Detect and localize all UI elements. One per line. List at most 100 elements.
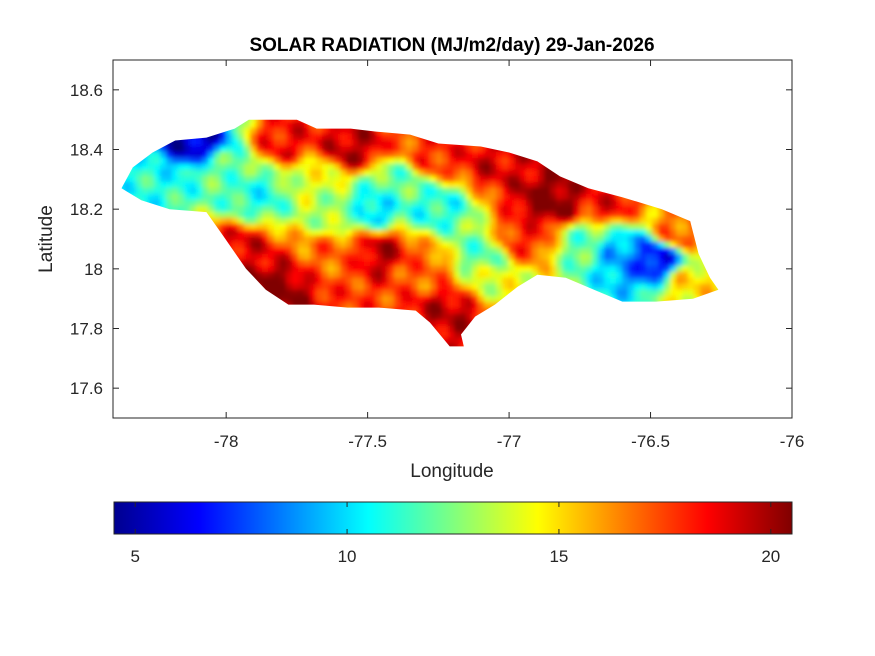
heatmap-cell bbox=[280, 271, 288, 280]
heatmap-cell bbox=[190, 139, 198, 148]
heatmap-cell bbox=[598, 241, 606, 250]
heatmap-cell bbox=[676, 277, 684, 286]
heatmap-cell bbox=[340, 175, 348, 184]
heatmap-cell bbox=[418, 211, 426, 220]
heatmap-cell bbox=[532, 199, 540, 208]
heatmap-cell bbox=[568, 205, 576, 214]
heatmap-cell bbox=[400, 283, 408, 292]
heatmap-cell bbox=[472, 235, 480, 244]
heatmap-cell bbox=[532, 187, 540, 196]
heatmap-cell bbox=[340, 139, 348, 148]
heatmap-cell bbox=[334, 229, 342, 238]
heatmap-cell bbox=[196, 175, 204, 184]
heatmap-cell bbox=[352, 193, 360, 202]
heatmap-cell bbox=[436, 307, 444, 316]
heatmap-cell bbox=[250, 235, 258, 244]
heatmap-cell bbox=[232, 235, 240, 244]
heatmap-cell bbox=[436, 289, 444, 298]
heatmap-cell bbox=[460, 259, 468, 268]
heatmap-cell bbox=[418, 235, 426, 244]
heatmap-cell bbox=[304, 193, 312, 202]
heatmap-cell bbox=[454, 181, 462, 190]
heatmap-cell bbox=[316, 199, 324, 208]
heatmap-cell bbox=[262, 199, 270, 208]
heatmap-cell bbox=[412, 205, 420, 214]
heatmap-cell bbox=[634, 217, 642, 226]
heatmap-cell bbox=[694, 277, 702, 286]
heatmap-cell bbox=[178, 205, 186, 214]
heatmap-cell bbox=[658, 247, 666, 256]
heatmap-cell bbox=[460, 205, 468, 214]
heatmap-cell bbox=[496, 265, 504, 274]
heatmap-cell bbox=[334, 271, 342, 280]
heatmap-cell bbox=[208, 187, 216, 196]
heatmap-cell bbox=[244, 151, 252, 160]
heatmap-cell bbox=[592, 211, 600, 220]
heatmap-cell bbox=[550, 175, 558, 184]
heatmap-cell bbox=[556, 205, 564, 214]
heatmap-cell bbox=[340, 223, 348, 232]
heatmap-cell bbox=[268, 127, 276, 136]
heatmap-cell bbox=[346, 163, 354, 172]
heatmap-cell bbox=[328, 217, 336, 226]
heatmap-cell bbox=[364, 223, 372, 232]
heatmap-cell bbox=[574, 247, 582, 256]
heatmap-cell bbox=[382, 289, 390, 298]
heatmap-cell bbox=[514, 175, 522, 184]
heatmap-cell bbox=[604, 247, 612, 256]
heatmap-cell bbox=[310, 193, 318, 202]
heatmap-cell bbox=[538, 199, 546, 208]
heatmap-cell bbox=[244, 133, 252, 142]
heatmap-cell bbox=[286, 187, 294, 196]
heatmap-cell bbox=[520, 169, 528, 178]
heatmap-cell bbox=[508, 211, 516, 220]
heatmap-cell bbox=[346, 223, 354, 232]
heatmap-cell bbox=[466, 169, 474, 178]
heatmap-cell bbox=[526, 235, 534, 244]
heatmap-cell bbox=[214, 211, 222, 220]
heatmap-cell bbox=[652, 259, 660, 268]
colorbar-tick-label: 15 bbox=[549, 547, 568, 566]
heatmap-cell bbox=[502, 265, 510, 274]
heatmap-cell bbox=[358, 223, 366, 232]
heatmap-cell bbox=[448, 211, 456, 220]
heatmap-cell bbox=[256, 181, 264, 190]
heatmap-cell bbox=[370, 241, 378, 250]
heatmap-cell bbox=[442, 223, 450, 232]
heatmap-cell bbox=[412, 181, 420, 190]
heatmap-cell bbox=[238, 169, 246, 178]
heatmap-cell bbox=[364, 145, 372, 154]
heatmap-cell bbox=[574, 181, 582, 190]
heatmap-cell bbox=[448, 157, 456, 166]
heatmap-cell bbox=[424, 235, 432, 244]
heatmap-cell bbox=[526, 271, 534, 280]
heatmap-cell bbox=[664, 211, 672, 220]
heatmap-cell bbox=[340, 229, 348, 238]
heatmap-cell bbox=[376, 175, 384, 184]
heatmap-cell bbox=[526, 169, 534, 178]
heatmap-cell bbox=[220, 229, 228, 238]
heatmap-cell bbox=[382, 199, 390, 208]
heatmap-cell bbox=[274, 139, 282, 148]
heatmap-cell bbox=[406, 187, 414, 196]
heatmap-cell bbox=[352, 223, 360, 232]
heatmap-cell bbox=[436, 271, 444, 280]
heatmap-cell bbox=[388, 175, 396, 184]
heatmap-cell bbox=[544, 247, 552, 256]
heatmap-cell bbox=[496, 157, 504, 166]
heatmap-cell bbox=[442, 259, 450, 268]
heatmap-cell bbox=[208, 139, 216, 148]
heatmap-cell bbox=[358, 295, 366, 304]
heatmap-cell bbox=[340, 301, 348, 310]
heatmap-cell bbox=[502, 157, 510, 166]
heatmap-cell bbox=[472, 157, 480, 166]
heatmap-cell bbox=[586, 223, 594, 232]
heatmap-cell bbox=[346, 205, 354, 214]
heatmap-cell bbox=[310, 157, 318, 166]
heatmap-cell bbox=[406, 205, 414, 214]
heatmap-cell bbox=[262, 247, 270, 256]
heatmap-cell bbox=[358, 133, 366, 142]
heatmap-cell bbox=[658, 235, 666, 244]
heatmap-cell bbox=[574, 241, 582, 250]
heatmap-cell bbox=[508, 241, 516, 250]
